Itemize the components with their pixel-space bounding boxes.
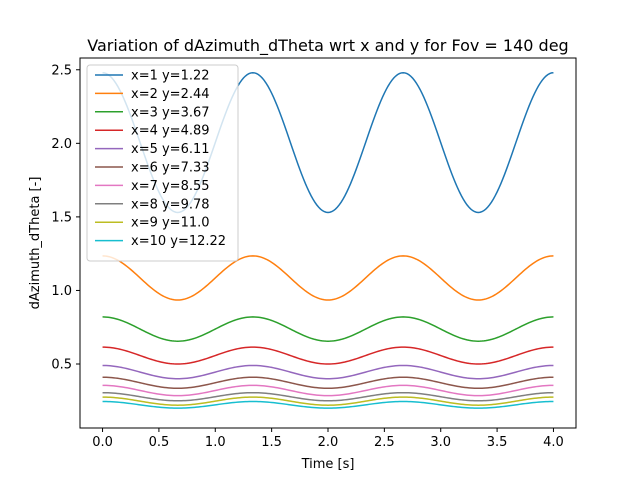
series-line-4 [102, 346, 554, 365]
legend: x=1 y=1.22 x=2 y=2.44 x=3 y=3.67 x=4 y=4.89… [86, 64, 239, 262]
y-tick-label: 1.5 [51, 210, 72, 225]
x-tick-label: 1.5 [261, 435, 282, 450]
x-tick-label: 2.0 [318, 435, 339, 450]
legend-label: x=5 y=6.11 [131, 142, 210, 157]
x-tick-label: 3.5 [487, 435, 508, 450]
y-tick-label: 0.5 [51, 358, 72, 373]
legend-label: x=9 y=11.0 [131, 216, 210, 231]
legend-box [86, 64, 239, 262]
series-line-8 [102, 391, 554, 402]
legend-label: x=4 y=4.89 [131, 124, 210, 139]
series-line-5 [102, 364, 554, 380]
legend-label: x=7 y=8.55 [131, 179, 210, 194]
y-axis-title: dAzimuth_dTheta [-] [28, 177, 43, 310]
series-lines [102, 71, 554, 409]
x-axis-title: Time [s] [301, 457, 355, 472]
y-tick-label: 1.0 [51, 284, 72, 299]
series-line-10 [102, 400, 554, 409]
chart-title: Variation of dAzimuth_dTheta wrt x and y… [87, 36, 568, 56]
series-line-7 [102, 384, 554, 397]
x-axis-ticks: 0.0 0.5 1.0 1.5 2.0 2.5 3.0 3.5 4.0 [92, 428, 564, 450]
legend-label: x=2 y=2.44 [131, 87, 210, 102]
series-line-6 [102, 376, 554, 390]
legend-label: x=8 y=9.78 [131, 197, 210, 212]
y-tick-label: 2.0 [51, 137, 72, 152]
x-tick-label: 0.0 [92, 435, 113, 450]
x-tick-label: 0.5 [149, 435, 170, 450]
x-tick-label: 3.0 [430, 435, 451, 450]
y-axis-ticks: 0.5 1.0 1.5 2.0 2.5 [51, 63, 80, 373]
legend-label: x=1 y=1.22 [131, 69, 210, 84]
series-line-3 [102, 316, 554, 342]
series-line-2 [102, 255, 554, 301]
legend-label: x=6 y=7.33 [131, 161, 210, 176]
x-tick-label: 4.0 [543, 435, 564, 450]
series-line-9 [102, 396, 554, 406]
legend-label: x=10 y=12.22 [131, 234, 226, 249]
y-tick-label: 2.5 [51, 63, 72, 78]
legend-label: x=3 y=3.67 [131, 105, 210, 120]
x-tick-label: 1.0 [205, 435, 226, 450]
x-tick-label: 2.5 [374, 435, 395, 450]
